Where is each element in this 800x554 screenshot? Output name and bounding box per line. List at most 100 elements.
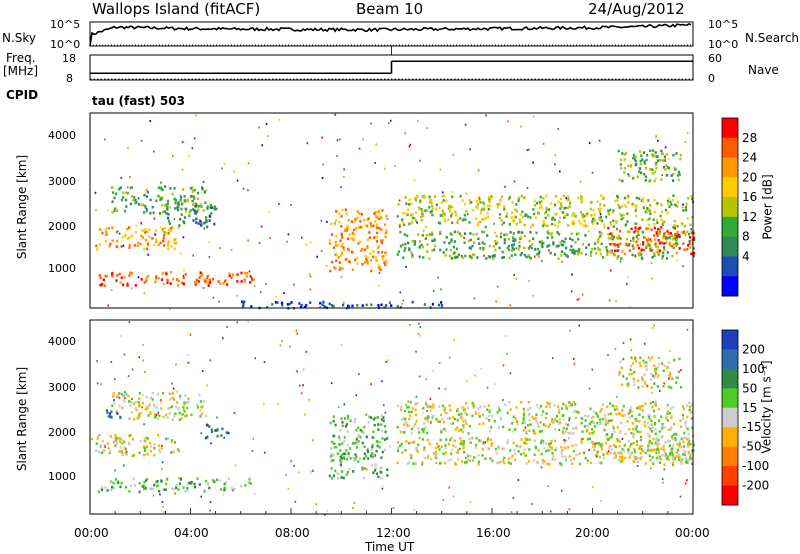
power-scatter-224: [152, 150, 155, 153]
velocity-scatter-21: [669, 350, 671, 353]
power-cell-5-304: [599, 207, 602, 211]
velocity-cell-8-70: [637, 379, 640, 382]
velocity-cell-2-88: [137, 415, 140, 418]
power-cell-1-19: [169, 282, 172, 285]
power-cell-9-14: [299, 306, 303, 309]
velocity-cell-6-115: [580, 437, 583, 441]
velocity-cell-6-307: [497, 444, 500, 448]
power-cell-6-204: [402, 256, 405, 259]
xtick-5: 20:00: [575, 526, 610, 540]
velocity-cell-0-4: [98, 450, 101, 454]
velocity-cell-6-312: [417, 443, 420, 446]
velocity-cell-5-45: [465, 401, 468, 405]
power-scatter-57: [554, 154, 557, 157]
velocity-cell-0-38: [121, 441, 124, 445]
power-cell-6-171: [513, 239, 516, 243]
velocity-cell-5-4: [632, 427, 635, 431]
power-cell-7-40: [690, 252, 693, 256]
velocity-cell-6-46: [678, 442, 681, 446]
power-cell-5-159: [605, 215, 608, 219]
power-cell-6-121: [439, 230, 442, 234]
power-cell-6-220: [523, 234, 526, 238]
velocity-cell-6-72: [609, 452, 612, 455]
velocity-scatter-69: [124, 391, 126, 394]
freq-label: Freq.: [6, 51, 36, 65]
power-cell-4-140: [347, 219, 350, 222]
power-cell-3-43: [166, 216, 170, 220]
velocity-scatter-231: [487, 448, 490, 451]
power-cell-2-101: [174, 198, 177, 202]
velocity-cell-0-16: [170, 439, 173, 442]
power-cell-6-224: [523, 253, 526, 257]
power-cell-5-264: [572, 220, 575, 223]
power-scatter-183: [542, 142, 545, 145]
velocity-cell-5-49: [486, 408, 489, 411]
power-scatter-204: [261, 144, 263, 147]
power-cell-2-15: [202, 209, 205, 212]
power-cell-1-7: [195, 278, 198, 282]
power-cell-1-17: [176, 278, 179, 281]
velocity-cell-0-77: [131, 454, 134, 458]
power-cell-8-24: [678, 173, 681, 176]
velocity-cell-7-40: [605, 433, 608, 437]
power-cell-6-64: [482, 248, 485, 251]
power-cell-7-65: [609, 232, 612, 236]
power-colorbar-cell-7: [722, 256, 738, 277]
velocity-cell-6-266: [454, 463, 458, 466]
velocity-cell-5-322: [408, 424, 411, 428]
power-cell-6-76: [458, 232, 461, 236]
velocity-cell-6-113: [684, 460, 687, 464]
velocity-scatter-198: [649, 467, 652, 470]
power-cell-5-182: [599, 218, 602, 221]
power-cell-0-61: [141, 236, 144, 239]
power-cell-3-13: [193, 209, 196, 212]
velocity-cell-4-67: [384, 430, 387, 434]
velocity-cell-6-252: [591, 442, 594, 446]
power-cell-6-62: [512, 239, 515, 242]
power-cell-5-381: [589, 201, 593, 204]
power-cell-5-237: [487, 207, 490, 211]
power-cell-5-34: [560, 205, 563, 208]
velocity-cell-4-148: [332, 459, 335, 462]
velocity-cell-6-197: [564, 447, 568, 450]
velocity-cell-1-14: [114, 478, 117, 481]
nsky-label: N.Sky: [2, 31, 37, 45]
power-cell-6-144: [561, 239, 564, 243]
power-cell-6-210: [617, 234, 620, 238]
power-cell-8-83: [644, 175, 647, 179]
velocity-cell-4-157: [361, 468, 364, 471]
power-cell-9-58: [280, 301, 284, 305]
velocity-cell-6-71: [663, 450, 666, 454]
power-cell-1-41: [252, 278, 255, 281]
power-cell-8-36: [665, 153, 668, 156]
power-cell-6-94: [571, 251, 574, 254]
velocity-cell-1-55: [165, 478, 169, 481]
power-cell-5-173: [582, 224, 585, 227]
power-scatter-73: [377, 284, 380, 287]
power-cell-5-393: [608, 212, 611, 216]
power-cell-5-361: [545, 224, 548, 228]
velocity-cell-6-342: [609, 444, 612, 448]
power-cell-8-47: [655, 155, 658, 158]
power-cell-7-102: [645, 244, 648, 248]
power-cell-7-63: [642, 241, 645, 244]
power-cell-5-299: [635, 206, 638, 210]
power-scatter-43: [260, 291, 262, 294]
velocity-cell-6-215: [414, 462, 418, 465]
power-cell-4-99: [376, 231, 379, 235]
velocity-cell-4-117: [379, 466, 382, 470]
power-cell-2-98: [186, 199, 189, 203]
velocity-cell-5-10: [663, 425, 666, 429]
power-cell-1-28: [103, 284, 106, 287]
velocity-cell-8-79: [656, 385, 659, 388]
velocity-cell-5-302: [615, 405, 618, 408]
velocity-scatter-114: [658, 356, 660, 359]
velocity-cell-5-206: [568, 401, 571, 404]
power-cell-5-332: [513, 216, 516, 219]
power-cell-5-21: [644, 210, 647, 214]
velocity-cell-4-17: [337, 477, 340, 480]
velocity-cell-5-238: [647, 415, 651, 419]
velocity-cell-6-69: [580, 441, 583, 445]
power-cell-6-169: [449, 232, 452, 236]
velocity-cell-4-121: [361, 430, 364, 433]
